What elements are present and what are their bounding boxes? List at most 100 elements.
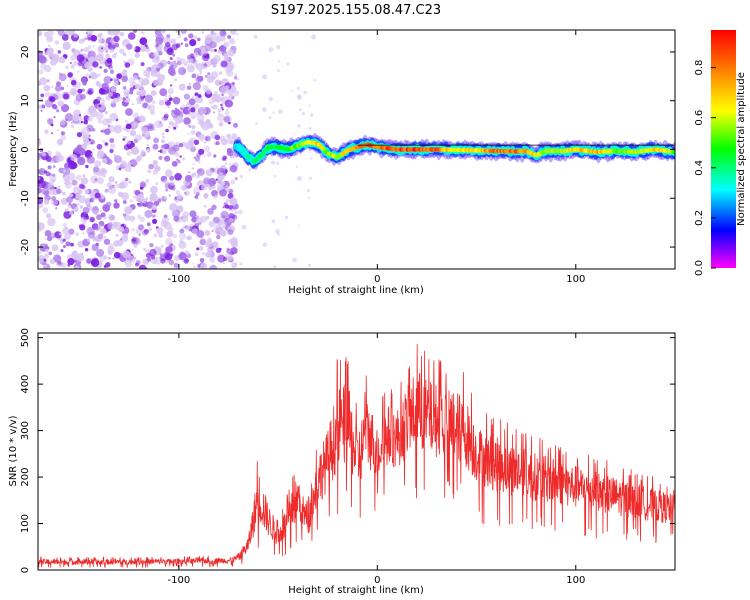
noise-speckle — [81, 77, 87, 83]
noise-speckle — [116, 96, 123, 102]
noise-speckle — [150, 110, 155, 115]
noise-speckle — [201, 251, 205, 256]
noise-speckle — [146, 257, 152, 262]
noise-speckle — [309, 176, 312, 180]
noise-speckle — [171, 160, 178, 167]
noise-speckle — [164, 155, 171, 162]
noise-speckle — [51, 233, 55, 237]
noise-speckle — [97, 75, 100, 78]
noise-speckle — [271, 160, 276, 165]
noise-speckle — [38, 180, 46, 189]
noise-speckle — [309, 113, 314, 117]
noise-speckle — [67, 258, 75, 266]
noise-speckle — [140, 82, 145, 87]
noise-speckle — [85, 73, 90, 78]
noise-speckle — [166, 34, 171, 39]
noise-speckle — [301, 112, 305, 116]
noise-speckle — [80, 177, 89, 185]
noise-speckle — [103, 68, 108, 73]
noise-speckle — [197, 168, 205, 176]
noise-speckle — [193, 51, 199, 58]
noise-speckle — [220, 106, 224, 109]
noise-speckle — [272, 111, 275, 114]
noise-speckle — [188, 98, 196, 106]
noise-speckle — [90, 153, 94, 156]
spectrogram-plot-area — [38, 30, 675, 269]
noise-speckle — [58, 232, 62, 236]
noise-speckle — [155, 56, 160, 62]
noise-speckle — [211, 230, 214, 232]
noise-speckle — [103, 216, 107, 220]
noise-speckle — [93, 166, 100, 173]
noise-speckle — [67, 72, 73, 78]
noise-speckle — [208, 177, 217, 186]
noise-speckle — [84, 189, 90, 195]
noise-speckle — [58, 73, 67, 82]
noise-speckle — [75, 93, 84, 102]
noise-speckle — [228, 121, 231, 125]
noise-speckle — [181, 30, 186, 33]
noise-speckle — [82, 48, 86, 52]
noise-speckle — [108, 243, 114, 249]
noise-speckle — [169, 203, 178, 212]
noise-speckle — [57, 50, 62, 54]
noise-speckle — [213, 111, 216, 114]
noise-speckle — [163, 179, 169, 185]
noise-speckle — [41, 152, 46, 157]
y-tick-label: 0 — [20, 146, 31, 152]
noise-speckle — [226, 100, 234, 107]
noise-speckle — [276, 161, 280, 165]
noise-speckle — [106, 57, 113, 64]
noise-speckle — [139, 37, 148, 45]
noise-speckle — [104, 207, 108, 211]
noise-speckle — [76, 132, 82, 138]
colorbar-gradient — [711, 30, 736, 268]
noise-speckle — [177, 34, 182, 38]
noise-speckle — [38, 69, 44, 75]
noise-speckle — [209, 124, 213, 128]
noise-speckle — [140, 62, 145, 67]
noise-speckle — [97, 224, 102, 229]
noise-speckle — [133, 243, 138, 248]
noise-speckle — [133, 112, 139, 119]
noise-speckle — [105, 50, 108, 53]
noise-speckle — [268, 47, 274, 53]
noise-speckle — [113, 35, 120, 42]
noise-speckle — [228, 217, 234, 223]
noise-speckle — [278, 109, 283, 114]
noise-speckle — [183, 117, 191, 125]
noise-speckle — [64, 232, 72, 240]
noise-speckle — [209, 48, 214, 53]
noise-speckle — [123, 144, 130, 151]
noise-speckle — [227, 49, 235, 57]
noise-speckle — [109, 48, 115, 53]
noise-speckle — [253, 34, 258, 39]
noise-speckle — [103, 235, 107, 239]
noise-speckle — [286, 62, 290, 66]
noise-speckle — [191, 172, 197, 177]
noise-speckle — [101, 82, 109, 90]
noise-speckle — [219, 247, 222, 251]
noise-speckle — [103, 238, 111, 245]
noise-speckle — [103, 230, 107, 234]
noise-speckle — [66, 196, 73, 204]
noise-speckle — [153, 80, 159, 86]
noise-speckle — [211, 106, 214, 109]
noise-speckle — [161, 144, 165, 149]
noise-speckle — [220, 103, 223, 107]
noise-speckle — [199, 238, 207, 246]
noise-speckle — [126, 151, 132, 156]
noise-speckle — [225, 69, 234, 77]
noise-speckle — [54, 85, 62, 92]
noise-speckle — [168, 194, 172, 198]
noise-speckle — [83, 119, 88, 125]
noise-speckle — [308, 126, 312, 130]
noise-speckle — [204, 74, 208, 78]
noise-speckle — [153, 233, 158, 238]
noise-speckle — [179, 228, 185, 234]
noise-speckle — [44, 91, 51, 98]
noise-speckle — [297, 224, 300, 227]
noise-speckle — [198, 119, 204, 126]
noise-speckle — [237, 209, 243, 215]
